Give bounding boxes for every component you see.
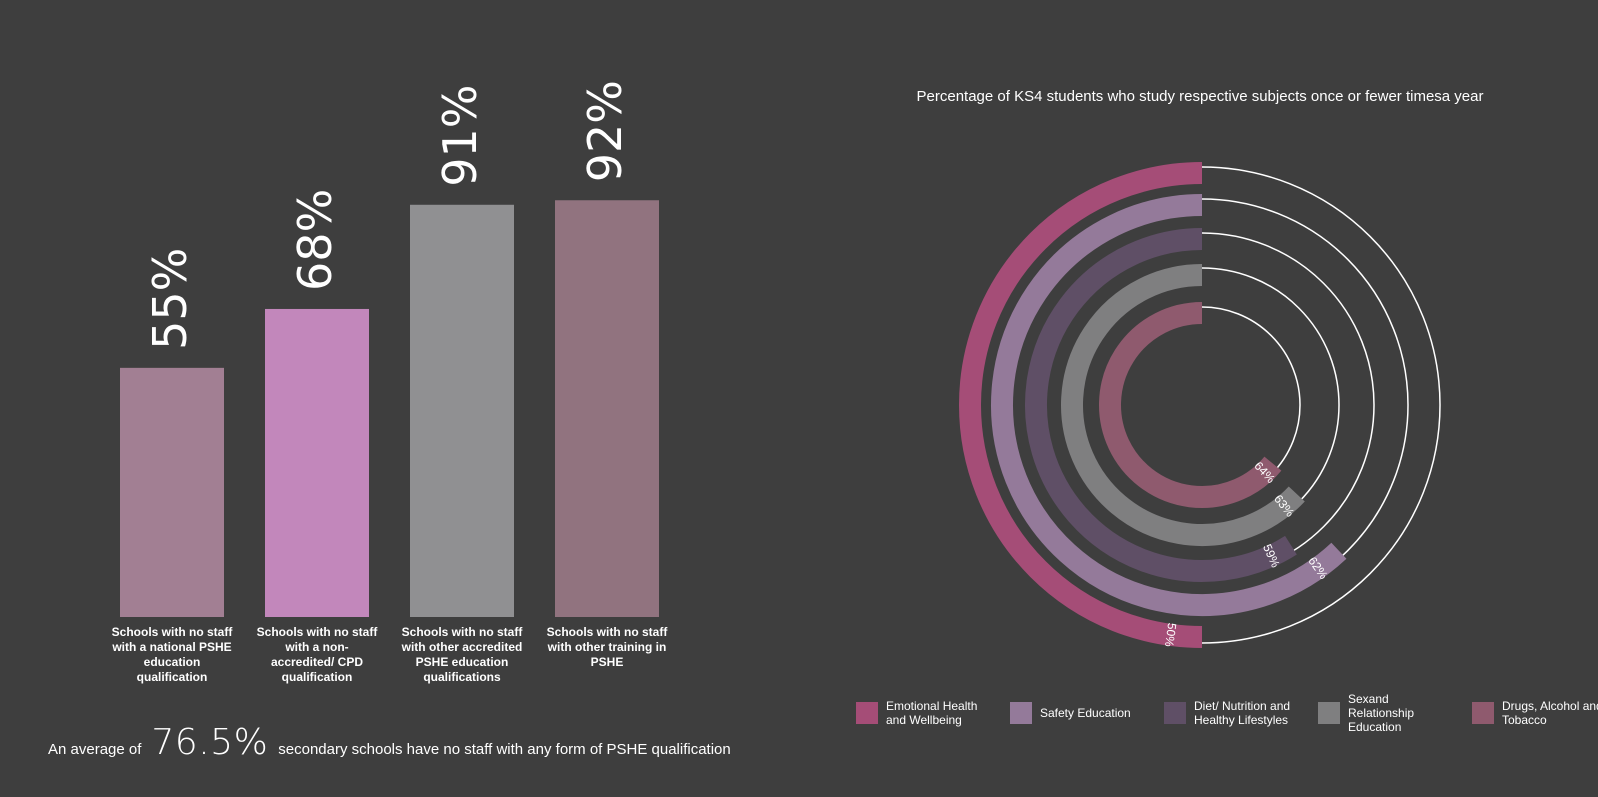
summary-line: An average of 76.5% secondary schools ha…	[48, 722, 731, 763]
legend-swatch	[1010, 702, 1032, 724]
bar-value-label-3: 91%	[433, 85, 487, 187]
radial-arc-3	[1025, 228, 1297, 582]
bar-3	[410, 204, 514, 617]
radial-chart-title: Percentage of KS4 students who study res…	[916, 88, 1484, 105]
legend-label: Sexand Relationship Education	[1348, 692, 1415, 734]
legend-item-1: Emotional Health and Wellbeing	[856, 692, 996, 734]
bar-category-label-3: Schools with no staff with other accredi…	[401, 625, 523, 684]
summary-prefix: An average of	[48, 741, 142, 758]
radial-arc-5	[1099, 302, 1282, 508]
legend-item-4: Sexand Relationship Education	[1318, 692, 1458, 734]
summary-value: 76.5%	[151, 722, 269, 763]
radial-value-label-1: 50%	[1162, 622, 1179, 648]
bar-category-label-2: Schools with no staff with a non-accredi…	[256, 625, 378, 684]
legend-label: Safety Education	[1040, 706, 1131, 720]
bar-value-label-2: 68%	[288, 189, 342, 291]
summary-suffix: secondary schools have no staff with any…	[278, 741, 731, 758]
bar-2	[265, 308, 369, 617]
legend-swatch	[856, 702, 878, 724]
bar-category-label-1: Schools with no staff with a national PS…	[111, 625, 233, 684]
legend-label: Emotional Health and Wellbeing	[886, 699, 978, 727]
bar-chart: 55% 68% 91% 92%	[120, 80, 659, 618]
legend-label: Diet/ Nutrition and Healthy Lifestyles	[1194, 699, 1291, 727]
legend-item-5: Drugs, Alcohol and Tobacco	[1472, 692, 1598, 734]
radial-legend: Emotional Health and Wellbeing Safety Edu…	[856, 692, 1598, 734]
bar-category-label-4: Schools with no staff with other trainin…	[546, 625, 668, 669]
legend-item-2: Safety Education	[1010, 692, 1150, 734]
bar-1	[120, 367, 224, 617]
radial-arc-4	[1061, 264, 1305, 546]
bar-value-label-1: 55%	[143, 248, 197, 350]
legend-swatch	[1164, 702, 1186, 724]
bar-4	[555, 200, 659, 618]
radial-arc-2	[991, 194, 1347, 616]
radial-arc-1	[959, 162, 1203, 648]
bar-value-label-4: 92%	[578, 80, 632, 182]
legend-item-3: Diet/ Nutrition and Healthy Lifestyles	[1164, 692, 1304, 734]
legend-swatch	[1472, 702, 1494, 724]
legend-swatch	[1318, 702, 1340, 724]
legend-label: Drugs, Alcohol and Tobacco	[1502, 699, 1598, 727]
